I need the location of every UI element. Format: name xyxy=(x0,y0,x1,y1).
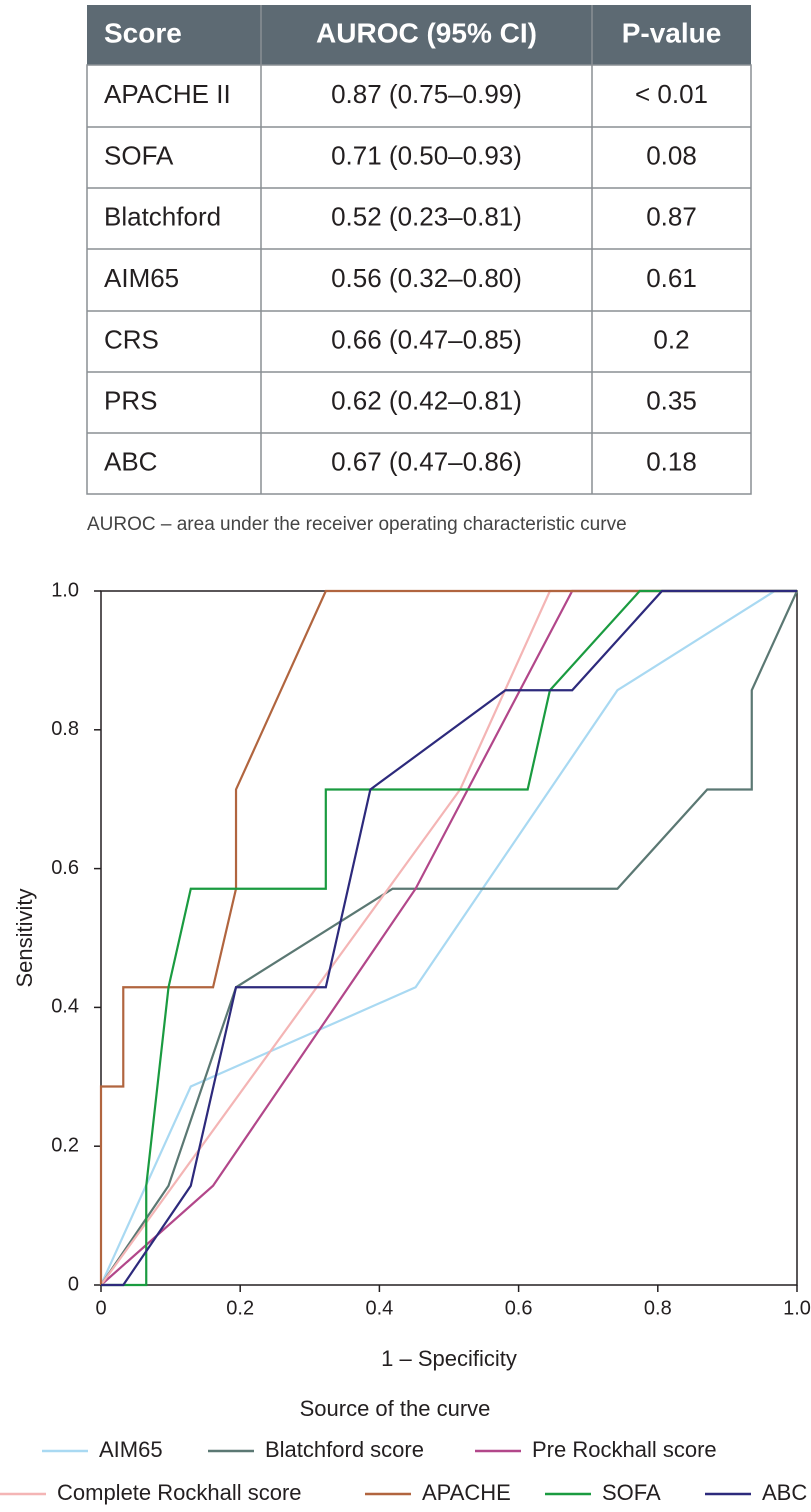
table-cell: < 0.01 xyxy=(635,79,708,109)
legend-label: AIM65 xyxy=(99,1437,163,1462)
roc-curve xyxy=(101,589,797,1287)
table-cell: 0.2 xyxy=(653,324,689,354)
legend-label: Pre Rockhall score xyxy=(532,1437,717,1462)
table-cell: 0.35 xyxy=(646,385,697,415)
legend-label: ABC xyxy=(762,1480,807,1505)
y-tick-label: 0.4 xyxy=(51,996,79,1018)
legend-title: Source of the curve xyxy=(300,1396,491,1421)
table-cell: CRS xyxy=(104,324,159,354)
table-cell: APACHE II xyxy=(104,79,231,109)
table-header-cell: AUROC (95% CI) xyxy=(316,17,537,48)
table-cell: 0.87 xyxy=(646,201,697,231)
table-cell: SOFA xyxy=(104,140,174,170)
table-cell: PRS xyxy=(104,385,157,415)
table-cell: 0.87 (0.75–0.99) xyxy=(331,79,522,109)
roc-curve xyxy=(101,589,797,1287)
legend-label: Blatchford score xyxy=(265,1437,424,1462)
table-cell: 0.18 xyxy=(646,446,697,476)
table-cell: 0.61 xyxy=(646,263,697,293)
table-cell: 0.66 (0.47–0.85) xyxy=(331,324,522,354)
table-header-cell: Score xyxy=(104,17,182,48)
roc-curve xyxy=(100,590,799,1286)
y-tick-label: 0.6 xyxy=(51,857,79,879)
x-axis-label: 1 – Specificity xyxy=(381,1346,517,1371)
legend-label: Complete Rockhall score xyxy=(57,1480,302,1505)
y-tick-label: 0 xyxy=(68,1273,79,1295)
roc-curve xyxy=(99,589,797,1285)
table-cell: 0.71 (0.50–0.93) xyxy=(331,140,522,170)
table-border xyxy=(86,64,752,495)
roc-curve xyxy=(99,589,797,1286)
x-tick-label: 0.8 xyxy=(644,1297,672,1319)
table-header-cell: P-value xyxy=(622,17,722,48)
table-cell: 0.56 (0.32–0.80) xyxy=(331,263,522,293)
table-cell: 0.67 (0.47–0.86) xyxy=(331,446,522,476)
y-tick-label: 1.0 xyxy=(51,579,79,601)
table-cell: 0.08 xyxy=(646,140,697,170)
table-header-bg xyxy=(87,5,751,65)
x-tick-label: 0.2 xyxy=(226,1297,254,1319)
table-cell: Blatchford xyxy=(104,201,221,231)
x-tick-label: 1.0 xyxy=(783,1297,811,1319)
table-cell: 0.62 (0.42–0.81) xyxy=(331,385,522,415)
y-axis-label: Sensitivity xyxy=(12,888,37,987)
x-tick-label: 0.6 xyxy=(505,1297,533,1319)
y-tick-label: 0.8 xyxy=(51,718,79,740)
legend-label: SOFA xyxy=(602,1480,661,1505)
legend-label: APACHE xyxy=(422,1480,511,1505)
table-cell: 0.52 (0.23–0.81) xyxy=(331,201,522,231)
table-cell: ABC xyxy=(104,446,157,476)
x-tick-label: 0 xyxy=(95,1297,106,1319)
y-tick-label: 0.2 xyxy=(51,1134,79,1156)
x-tick-label: 0.4 xyxy=(365,1297,393,1319)
table-cell: AIM65 xyxy=(104,263,179,293)
table-caption: AUROC – area under the receiver operatin… xyxy=(87,514,627,535)
